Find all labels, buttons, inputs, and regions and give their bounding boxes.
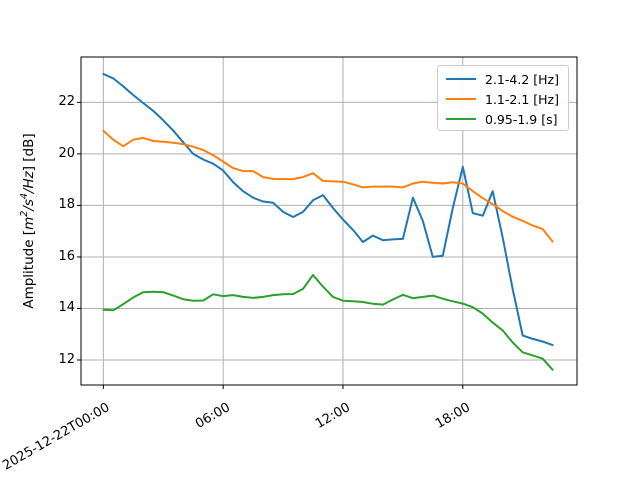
legend-line-sample-blue (446, 78, 476, 80)
y-tick-label-20: 20 (58, 146, 75, 161)
legend-line-sample-green (446, 118, 476, 120)
series-line-0 (102, 73, 554, 347)
legend-line-sample-orange (446, 98, 476, 100)
y-tick-label-16: 16 (58, 249, 75, 264)
axes-spines (80, 56, 578, 386)
y-tick-label-12: 12 (58, 352, 75, 367)
legend-label: 1.1-2.1 [Hz] (485, 91, 559, 107)
series-line-1 (102, 129, 554, 243)
legend-entry-0: 2.1-4.2 [Hz] (438, 69, 568, 89)
y-tick-label-22: 22 (58, 94, 75, 109)
y-tick-label-14: 14 (58, 300, 75, 315)
y-tick-label-18: 18 (58, 197, 75, 212)
series-line-2 (102, 274, 554, 371)
legend: 2.1-4.2 [Hz] 1.1-2.1 [Hz] 0.95-1.9 [s] (437, 65, 569, 131)
legend-entry-2: 0.95-1.9 [s] (438, 109, 568, 129)
legend-label: 0.95-1.9 [s] (485, 111, 558, 127)
legend-label: 2.1-4.2 [Hz] (485, 71, 559, 87)
y-axis-label: Amplitude [m2/s4/Hz] [dB] (19, 133, 37, 309)
legend-entry-1: 1.1-2.1 [Hz] (438, 89, 568, 109)
